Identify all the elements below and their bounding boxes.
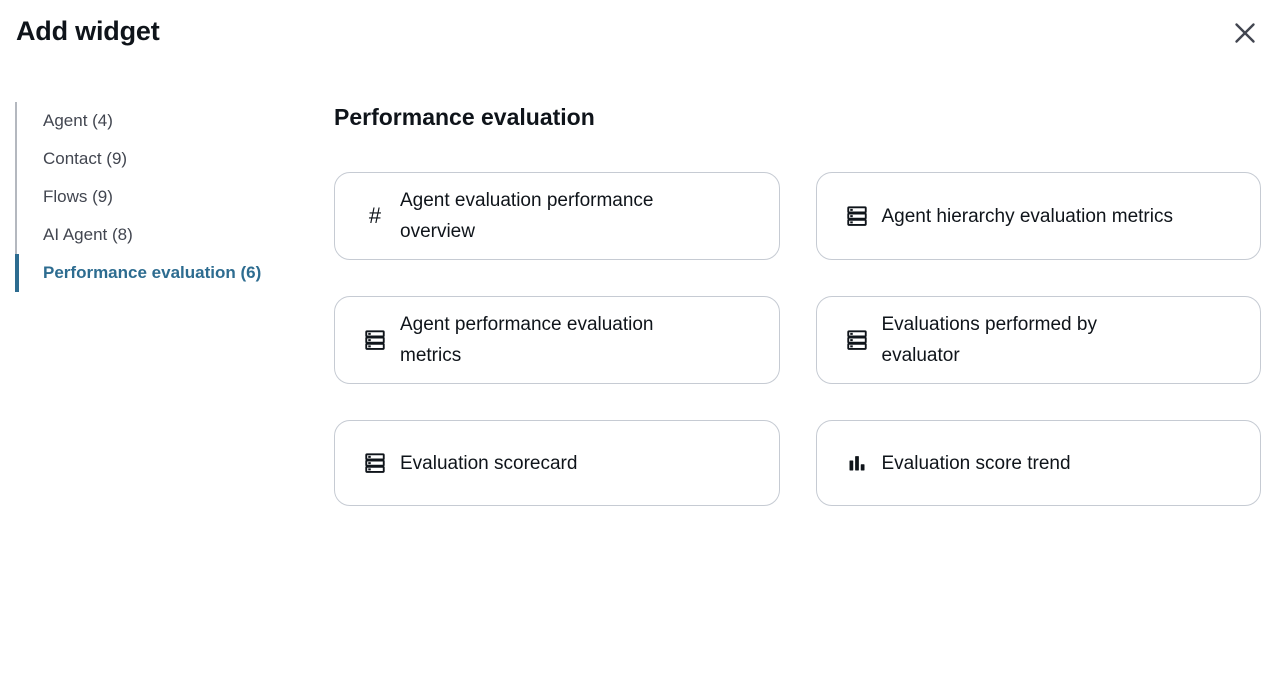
category-sidebar: Agent (4) Contact (9) Flows (9) AI Agent…	[15, 102, 334, 292]
dialog-title: Add widget	[16, 16, 160, 46]
widget-label: Agent performance evaluation metrics	[400, 314, 654, 366]
number-icon: #	[368, 203, 382, 228]
table-icon	[365, 452, 385, 474]
widget-label: Evaluation scorecard	[400, 452, 578, 474]
widget-card-evaluation-scorecard[interactable]: Evaluation scorecard	[334, 420, 780, 506]
table-icon	[846, 205, 867, 227]
table-icon	[846, 329, 867, 351]
widget-label: Evaluations performed by evaluator	[881, 314, 1097, 366]
bar-chart-icon	[847, 452, 867, 474]
sidebar-item-performance-evaluation[interactable]: Performance evaluation (6)	[15, 254, 334, 292]
table-icon	[365, 329, 385, 351]
dialog-header: Add widget	[0, 0, 1288, 50]
widget-card-agent-hierarchy-evaluation-metrics[interactable]: Agent hierarchy evaluation metrics	[815, 172, 1261, 260]
close-icon	[1232, 23, 1258, 49]
sidebar-item-ai-agent[interactable]: AI Agent (8)	[15, 216, 334, 254]
sidebar-item-flows[interactable]: Flows (9)	[15, 178, 334, 216]
sidebar-item-contact[interactable]: Contact (9)	[15, 140, 334, 178]
widget-card-evaluations-performed-by-evaluator[interactable]: Evaluations performed by evaluator	[815, 296, 1261, 384]
dialog-body: Agent (4) Contact (9) Flows (9) AI Agent…	[0, 102, 1288, 506]
widget-label: Agent hierarchy evaluation metrics	[881, 205, 1173, 227]
widget-panel: Performance evaluation # Agent evaluatio…	[334, 102, 1288, 506]
widget-card-agent-evaluation-performance-overview[interactable]: # Agent evaluation performance overview	[334, 172, 780, 260]
panel-heading: Performance evaluation	[334, 104, 595, 130]
widget-grid: # Agent evaluation performance overview	[334, 172, 1261, 506]
sidebar-item-agent[interactable]: Agent (4)	[15, 102, 334, 140]
close-button[interactable]	[1228, 16, 1262, 50]
widget-label: Agent evaluation performance overview	[400, 190, 654, 242]
widget-card-agent-performance-evaluation-metrics[interactable]: Agent performance evaluation metrics	[334, 296, 780, 384]
widget-label: Evaluation score trend	[881, 452, 1071, 474]
widget-card-evaluation-score-trend[interactable]: Evaluation score trend	[815, 420, 1261, 506]
